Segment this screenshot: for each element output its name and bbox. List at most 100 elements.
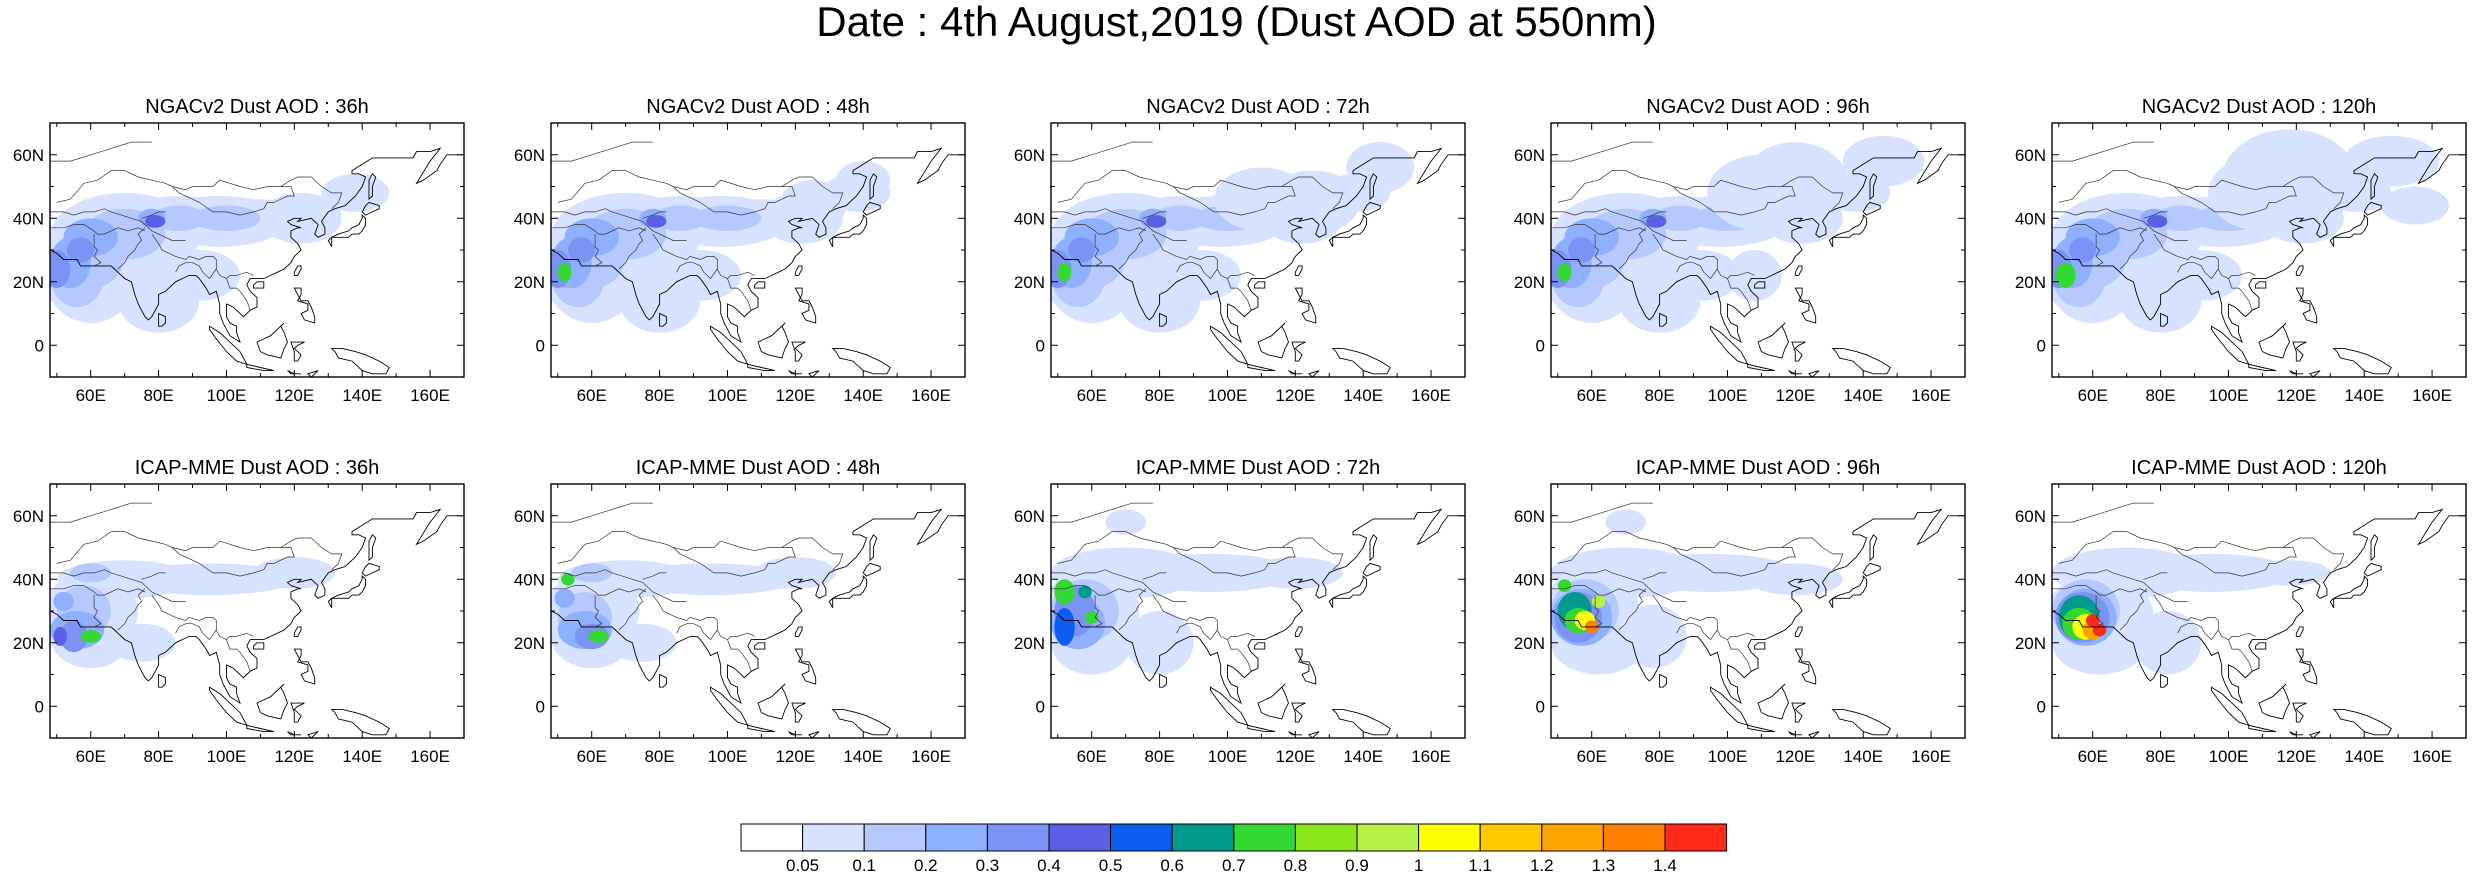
island-outline (1808, 731, 1820, 738)
island-outline (1247, 363, 1276, 372)
lon-tick-label: 120E (274, 747, 314, 766)
island-outline (747, 724, 776, 733)
island-outline (1288, 731, 1303, 736)
country-border (1551, 569, 1687, 602)
lat-tick-label: 60N (1014, 146, 1045, 165)
panel-title: NGACv2 Dust AOD : 72h (1146, 96, 1369, 118)
island-outline (808, 731, 820, 738)
colorbar-label: 0.3 (976, 856, 1000, 874)
dust-aod-patch (1618, 604, 1687, 669)
island-outline (2370, 173, 2379, 201)
lat-tick-label: 60N (13, 507, 44, 526)
island-outline (290, 702, 305, 723)
island-outline (808, 370, 820, 377)
island-outline (1328, 575, 1368, 609)
island-outline (287, 370, 302, 375)
country-border (2177, 262, 2219, 280)
dust-aod-patch (693, 205, 762, 231)
island-outline (246, 724, 275, 733)
island-outline (368, 534, 377, 562)
lon-tick-label: 120E (1775, 386, 1815, 405)
colorbar-label: 1.3 (1592, 856, 1616, 874)
colorbar-swatch (1418, 823, 1481, 852)
country-border (618, 588, 647, 631)
island-outline (1331, 347, 1391, 375)
map-panel: 60E 80E 100E 120E 140E 160E 60N 40N 20N 0 NGACv2 D… (13, 96, 465, 405)
lon-tick-label: 80E (143, 386, 173, 405)
panel-title: ICAP-MME Dust AOD : 72h (1136, 457, 1381, 479)
colorbar-swatch (1110, 823, 1173, 852)
coastline (1051, 147, 1465, 344)
lat-tick-label: 0 (1036, 336, 1045, 355)
dust-aod-patch (2343, 135, 2439, 187)
coastline (1551, 508, 1965, 705)
country-border (2058, 531, 2345, 570)
lat-tick-label: 0 (35, 336, 44, 355)
island-outline (2329, 575, 2369, 609)
country-border (1152, 233, 1255, 280)
country-border (1057, 170, 1344, 209)
country-border (1557, 170, 1844, 209)
lat-tick-label: 20N (514, 634, 545, 653)
map-panel: 60E 80E 100E 120E 140E 160E 60N 40N 20N 0 NGACv2 D… (1014, 96, 1466, 405)
dust-aod-patch (561, 572, 575, 586)
dust-aod-patch (1346, 142, 1415, 193)
colorbar-swatch (1664, 823, 1728, 852)
island-outline (1791, 341, 1806, 362)
island-outline (1362, 562, 1381, 577)
lon-tick-label: 80E (2145, 386, 2175, 405)
dust-aod-patch (53, 591, 74, 611)
island-outline (1159, 312, 1167, 327)
colorbar-label: 0.1 (852, 856, 876, 874)
country-border (551, 208, 687, 241)
colorbar-label: 1.4 (1653, 856, 1677, 874)
lon-tick-label: 120E (2276, 386, 2316, 405)
island-outline (831, 708, 891, 736)
island-outline (1757, 322, 1789, 359)
lon-tick-label: 60E (577, 386, 607, 405)
lon-tick-label: 160E (410, 747, 450, 766)
lat-tick-label: 20N (1514, 634, 1545, 653)
island-outline (1288, 370, 1303, 375)
country-border (551, 141, 653, 162)
island-outline (1828, 214, 1868, 248)
lon-tick-label: 100E (2209, 747, 2249, 766)
country-border (171, 547, 295, 577)
lat-tick-label: 40N (13, 209, 44, 228)
dust-aod-patch (107, 623, 176, 662)
island-outline (1659, 312, 1667, 327)
country-border (1152, 594, 1255, 641)
lat-tick-label: 20N (1514, 273, 1545, 292)
country-border (50, 569, 186, 602)
island-outline (747, 363, 776, 372)
country-border (56, 531, 343, 570)
lat-tick-label: 0 (2037, 336, 2046, 355)
island-outline (307, 370, 319, 377)
island-outline (2370, 534, 2379, 562)
map-panel: 60E 80E 100E 120E 140E 160E 60N 40N 20N 0 NGACv2 D… (1514, 96, 1966, 405)
map-panel: 60E 80E 100E 120E 140E 160E 60N 40N 20N 0 ICAP-MME… (1014, 457, 1466, 766)
island-outline (1754, 642, 1766, 650)
island-outline (2329, 214, 2369, 248)
lat-tick-label: 0 (1036, 697, 1045, 716)
island-outline (1291, 341, 1306, 362)
country-border (2052, 502, 2154, 523)
lat-tick-label: 40N (1014, 570, 1045, 589)
island-outline (1788, 731, 1803, 736)
dust-aod-patch (2160, 250, 2243, 301)
country-border (2052, 141, 2154, 162)
dust-aod-patch (1146, 215, 1167, 228)
island-outline (1747, 724, 1776, 733)
lon-tick-label: 140E (1343, 386, 1383, 405)
island-outline (290, 341, 305, 362)
island-outline (2332, 708, 2392, 736)
lon-tick-label: 60E (76, 747, 106, 766)
dust-aod-patch (2147, 215, 2168, 228)
colorbar-swatch (1602, 823, 1666, 852)
lon-tick-label: 160E (1911, 386, 1951, 405)
colorbar-swatch (1541, 823, 1604, 852)
dust-aod-patch (1247, 557, 1343, 589)
lon-tick-label: 140E (342, 747, 382, 766)
colorbar-swatch (986, 823, 1050, 852)
